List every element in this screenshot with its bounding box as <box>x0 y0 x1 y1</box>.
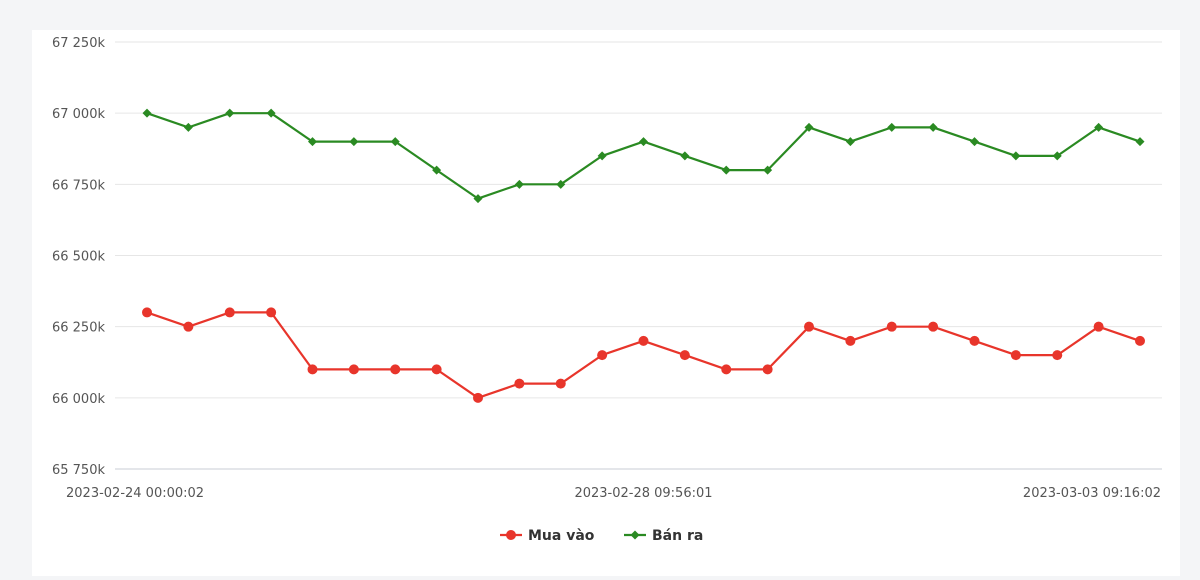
data-point-ban-ra[interactable] <box>1052 151 1062 161</box>
data-point-ban-ra[interactable] <box>390 137 400 147</box>
data-point-mua-vao[interactable] <box>514 378 525 389</box>
data-point-mua-vao[interactable] <box>142 307 152 318</box>
data-point-ban-ra[interactable] <box>142 108 152 118</box>
y-tick-label: 66 250k <box>52 321 105 336</box>
data-point-ban-ra[interactable] <box>432 165 442 175</box>
data-point-mua-vao[interactable] <box>183 321 194 332</box>
data-point-mua-vao[interactable] <box>1010 350 1021 361</box>
legend-marker-mua-vao <box>506 530 516 540</box>
data-point-ban-ra[interactable] <box>349 137 359 147</box>
y-tick-label: 66 500k <box>52 250 105 265</box>
data-point-mua-vao[interactable] <box>266 307 277 318</box>
data-point-mua-vao[interactable] <box>679 350 690 361</box>
data-point-mua-vao[interactable] <box>1052 350 1063 361</box>
data-point-ban-ra[interactable] <box>845 137 855 147</box>
data-point-mua-vao[interactable] <box>390 364 401 375</box>
data-point-ban-ra[interactable] <box>225 108 235 118</box>
legend-label-mua-vao: Mua vào <box>528 528 595 544</box>
data-point-mua-vao[interactable] <box>1135 335 1145 346</box>
data-point-ban-ra[interactable] <box>680 151 690 161</box>
data-point-ban-ra[interactable] <box>1094 122 1104 132</box>
series-line-ban-ra <box>146 112 1141 200</box>
data-point-mua-vao[interactable] <box>1093 321 1104 332</box>
data-point-mua-vao[interactable] <box>845 335 856 346</box>
data-point-ban-ra[interactable] <box>308 137 317 147</box>
data-point-mua-vao[interactable] <box>473 392 483 403</box>
data-point-mua-vao[interactable] <box>721 364 732 375</box>
x-tick-label: 2023-02-24 00:00:02 <box>66 486 204 501</box>
series-line-mua-vao <box>146 311 1141 399</box>
y-tick-label: 66 750k <box>52 178 105 193</box>
data-point-ban-ra[interactable] <box>183 122 193 132</box>
legend-item-ban-ra[interactable]: Bán ra <box>624 528 703 544</box>
y-axis: 65 750k 66 000k 66 250k 66 500k 66 750k 67 00… <box>52 36 105 478</box>
data-point-ban-ra[interactable] <box>887 122 897 132</box>
series-ban-ra <box>142 108 1145 204</box>
data-point-mua-vao[interactable] <box>224 307 235 318</box>
data-point-ban-ra[interactable] <box>473 194 483 204</box>
legend-item-mua-vao[interactable]: Mua vào <box>500 528 595 544</box>
legend-label-ban-ra: Bán ra <box>652 528 703 544</box>
data-point-ban-ra[interactable] <box>928 122 938 132</box>
y-tick-label: 67 000k <box>52 107 105 122</box>
data-point-mua-vao[interactable] <box>597 350 608 361</box>
data-point-mua-vao[interactable] <box>762 364 773 375</box>
y-tick-label: 66 000k <box>52 392 105 407</box>
data-point-ban-ra[interactable] <box>1011 151 1021 161</box>
data-point-mua-vao[interactable] <box>348 364 359 375</box>
x-axis: 2023-02-24 00:00:02 2023-02-28 09:56:01 20… <box>66 486 1161 501</box>
data-point-mua-vao[interactable] <box>307 364 318 375</box>
data-point-mua-vao[interactable] <box>804 321 814 332</box>
data-point-ban-ra[interactable] <box>556 179 566 189</box>
legend-marker-ban-ra <box>630 530 640 540</box>
data-point-ban-ra[interactable] <box>804 122 814 132</box>
data-point-ban-ra[interactable] <box>970 137 979 147</box>
data-point-mua-vao[interactable] <box>431 364 442 375</box>
data-point-ban-ra[interactable] <box>721 165 731 175</box>
data-point-ban-ra[interactable] <box>763 165 773 175</box>
y-tick-label: 67 250k <box>52 36 105 51</box>
legend: Mua vào Bán ra <box>500 528 703 544</box>
data-point-ban-ra[interactable] <box>266 108 276 118</box>
data-point-mua-vao[interactable] <box>969 335 980 346</box>
x-tick-label: 2023-03-03 09:16:02 <box>1023 486 1161 501</box>
series-mua-vao <box>142 307 1145 403</box>
data-point-mua-vao[interactable] <box>886 321 897 332</box>
data-point-ban-ra[interactable] <box>639 137 648 147</box>
data-point-ban-ra[interactable] <box>597 151 607 161</box>
data-point-mua-vao[interactable] <box>928 321 939 332</box>
data-point-ban-ra[interactable] <box>514 179 524 189</box>
data-point-mua-vao[interactable] <box>638 335 649 346</box>
line-chart: 65 750k 66 000k 66 250k 66 500k 66 750k 67 00… <box>52 36 1162 544</box>
x-tick-label: 2023-02-28 09:56:01 <box>574 486 712 501</box>
data-point-ban-ra[interactable] <box>1135 137 1145 147</box>
data-point-mua-vao[interactable] <box>555 378 566 389</box>
grid-lines <box>115 41 1162 470</box>
series-group <box>142 108 1145 403</box>
chart-card: 65 750k 66 000k 66 250k 66 500k 66 750k 67 00… <box>32 30 1180 576</box>
y-tick-label: 65 750k <box>52 463 105 478</box>
